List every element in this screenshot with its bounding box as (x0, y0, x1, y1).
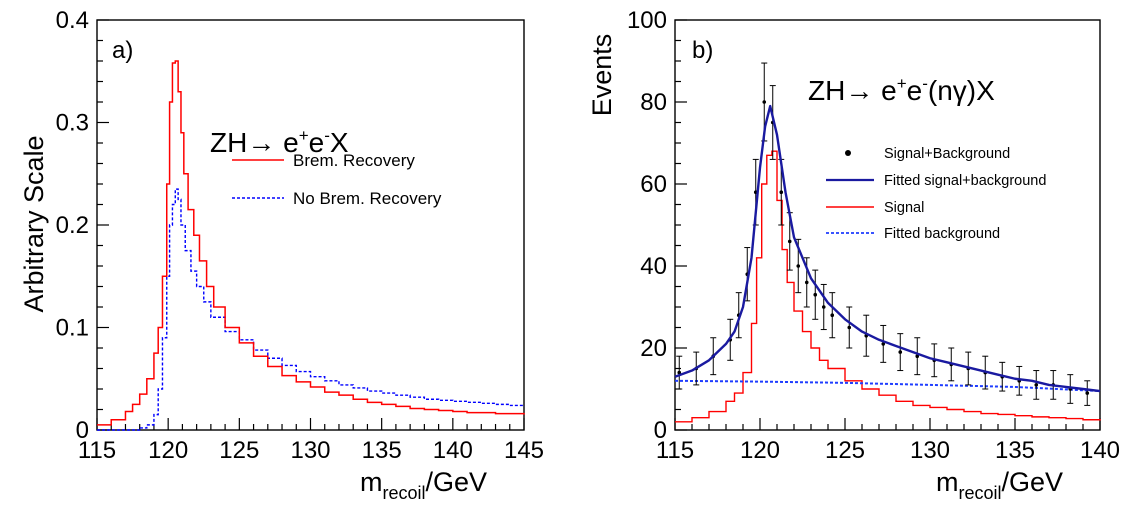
x-tick-label: 125 (219, 437, 259, 464)
x-tick-label: 135 (362, 437, 402, 464)
panel-b-label: b) (692, 37, 713, 64)
panel-b-series-layer (674, 62, 1101, 423)
x-tick-label: 120 (148, 437, 188, 464)
data-point (762, 100, 767, 104)
y-tick-label: 0 (654, 417, 667, 444)
data-point (881, 342, 886, 346)
x-tick-label: 130 (910, 437, 950, 464)
y-tick-label: 0 (76, 417, 89, 444)
panel-a-x-axis-title: mrecoil/GeV (360, 467, 487, 502)
y-tick-label: 40 (640, 253, 667, 280)
panel-b-y-axis-title: Events (587, 34, 617, 117)
y-tick-label: 0.3 (56, 110, 89, 137)
x-tick-label: 115 (656, 437, 694, 464)
panel-a-label: a) (112, 37, 133, 64)
y-tick-label: 0.1 (56, 315, 89, 342)
data-point (677, 370, 682, 375)
x-tick-label: 130 (290, 437, 330, 464)
panel-a-plot-frame (96, 19, 525, 431)
panel-b-process-label: ZH→ e+e-(nγ)X (808, 74, 995, 106)
data-point (1085, 391, 1090, 395)
panel-b-chart: 115 120 125 130 135 140 0 20 40 60 80 100 b) ZH→ e+… (587, 7, 1120, 503)
y-tick-label: 20 (640, 335, 667, 362)
y-tick-label: 100 (627, 7, 667, 34)
panel-a-chart: 115 120 125 130 135 140 145 0 0.1 0.2 0.3 0.4 a) ZH… (19, 7, 544, 503)
x-tick-label: 135 (995, 437, 1035, 464)
y-tick-label: 0.2 (56, 212, 89, 239)
series-fitted-signal-plus-background (674, 104, 1101, 393)
panel-a-axis-ticks: 115 120 125 130 135 140 145 0 0.1 0.2 0.3 0.4 (56, 7, 544, 464)
data-point (796, 264, 801, 268)
data-point (779, 190, 784, 194)
series-brem-recovery (97, 60, 525, 426)
panel-a-legend: Brem. Recovery No Brem. Recovery (232, 151, 442, 208)
legend-label-fit-total: Fitted signal+background (884, 173, 1046, 189)
legend-label-fit-background: Fitted background (884, 226, 1000, 242)
y-tick-label: 80 (640, 89, 667, 116)
x-tick-label: 140 (1080, 437, 1120, 464)
data-point (821, 305, 826, 309)
y-tick-label: 60 (640, 171, 667, 198)
series-signal (675, 150, 1101, 423)
legend-label-brem: Brem. Recovery (293, 151, 415, 170)
x-tick-label: 140 (433, 437, 473, 464)
x-tick-label: 145 (504, 437, 544, 464)
series-fitted-background (674, 379, 1101, 393)
data-point (804, 280, 809, 285)
data-point (915, 354, 920, 359)
panel-a-series-layer (97, 60, 525, 431)
data-point (847, 325, 852, 330)
legend-label-data-points: Signal+Background (884, 146, 1010, 162)
legend-swatch-data-points (845, 150, 851, 156)
panel-a-process-label: ZH→ e+e-X (210, 126, 349, 158)
legend-label-signal: Signal (884, 200, 924, 216)
panel-b-legend: Signal+Background Fitted signal+backgrou… (826, 146, 1046, 242)
panel-b-axis-ticks: 115 120 125 130 135 140 0 20 40 60 80 100 (627, 7, 1120, 464)
panel-b-x-axis-title: mrecoil/GeV (936, 467, 1063, 502)
panel-a-y-axis-title: Arbitrary Scale (19, 135, 49, 312)
data-point (830, 313, 835, 318)
x-tick-label: 125 (825, 437, 865, 464)
y-tick-label: 0.4 (56, 7, 89, 34)
x-tick-label: 120 (740, 437, 780, 464)
data-point (898, 350, 903, 354)
x-tick-label: 115 (78, 437, 116, 464)
series-no-brem-recovery (97, 188, 525, 431)
data-point (787, 239, 792, 244)
legend-label-nobrem: No Brem. Recovery (293, 189, 442, 208)
data-point (813, 292, 818, 297)
data-point (1034, 383, 1039, 387)
